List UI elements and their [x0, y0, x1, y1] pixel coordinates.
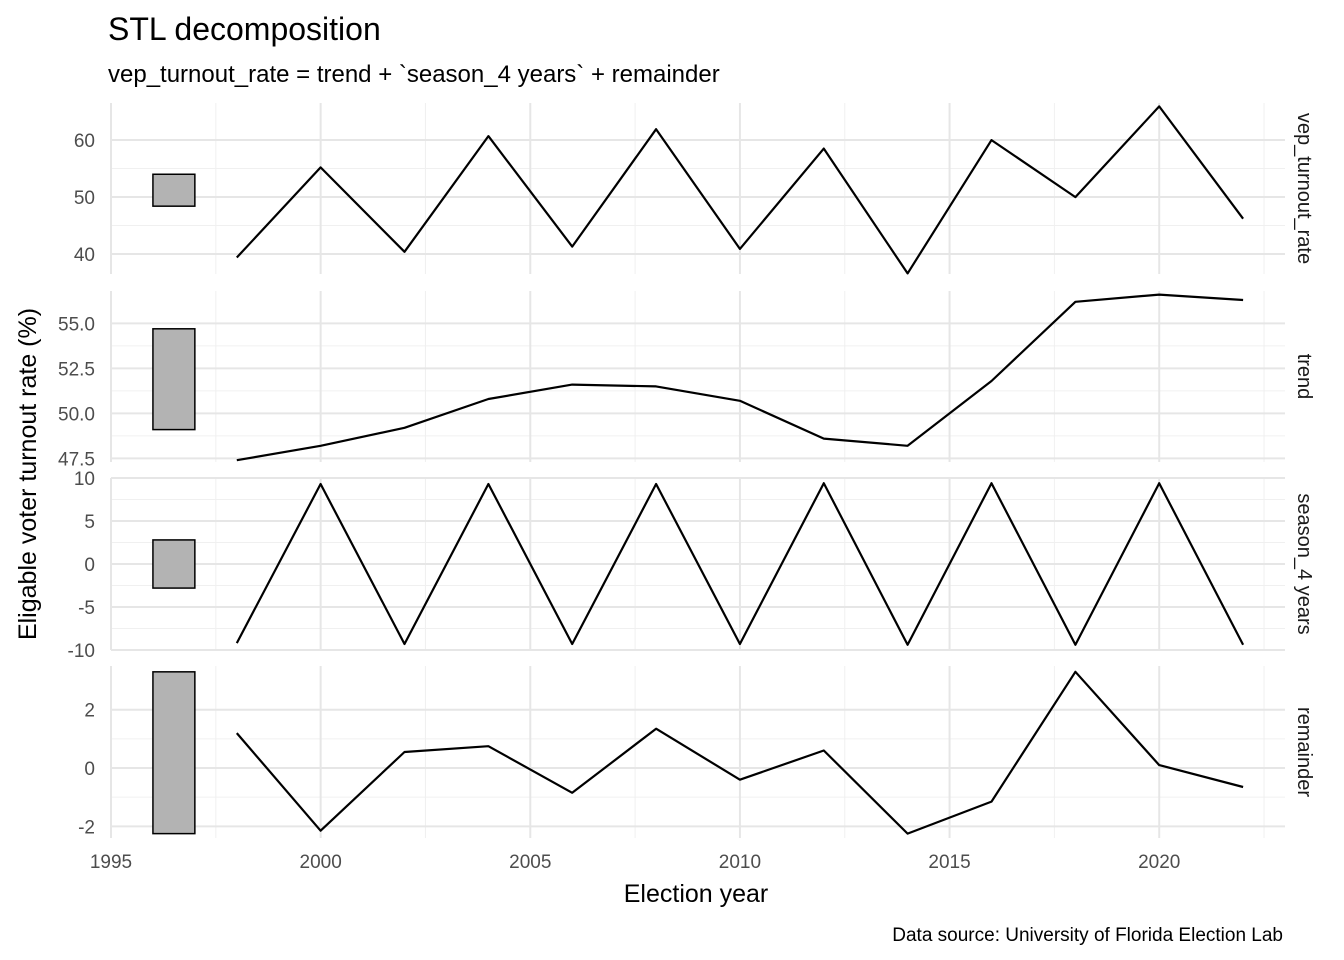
strip-label: season_4 years	[1293, 493, 1315, 634]
x-tick-label: 1995	[90, 852, 132, 873]
scale-bar	[152, 539, 196, 589]
scale-bar	[152, 671, 196, 835]
y-tick-label: 47.5	[58, 449, 95, 470]
x-tick-label: 2010	[719, 852, 761, 873]
y-axis-title: Eligable voter turnout rate (%)	[14, 308, 42, 640]
y-tick-label: 52.5	[58, 359, 95, 380]
chart-subtitle: vep_turnout_rate = trend + `season_4 yea…	[108, 61, 720, 88]
y-tick-label: 50	[74, 188, 95, 209]
y-tick-label: -10	[68, 641, 95, 662]
x-axis: 1995 2000 2005 2010 2015 2020	[90, 852, 1180, 873]
x-axis-title: Election year	[624, 880, 769, 908]
y-tick-label: 0	[84, 759, 95, 780]
y-tick-label: 40	[74, 245, 95, 266]
strip-label: trend	[1293, 354, 1315, 400]
chart-caption: Data source: University of Florida Elect…	[892, 925, 1283, 946]
series-line-season-4-years	[235, 482, 1245, 646]
series-line-vep-turnout-rate	[235, 105, 1244, 275]
panel-season-4-years: -10 -5 0 5 10 season_4 years	[68, 469, 1315, 662]
y-tick-label: -2	[78, 817, 95, 838]
panel-remainder: -2 0 2 remainder	[78, 666, 1315, 838]
y-tick-label: 2	[84, 701, 95, 722]
y-tick-label: 10	[74, 469, 95, 490]
panel-trend: 47.5 50.0 52.5 55.0 trend	[58, 291, 1315, 470]
scale-bar	[152, 173, 196, 207]
panel-vep-turnout-rate: 40 50 60 vep_turnout_rate	[74, 103, 1315, 275]
strip-label: remainder	[1293, 707, 1315, 797]
scale-bar	[152, 328, 196, 431]
series-line-remainder	[235, 670, 1244, 835]
y-tick-label: 60	[74, 131, 95, 152]
y-tick-label: 0	[84, 555, 95, 576]
chart-title: STL decomposition	[108, 11, 381, 47]
x-tick-label: 2015	[928, 852, 970, 873]
series-line-trend	[236, 293, 1244, 462]
x-tick-label: 2020	[1138, 852, 1180, 873]
y-tick-label: 55.0	[58, 314, 95, 335]
x-tick-label: 2005	[509, 852, 551, 873]
y-tick-label: 50.0	[58, 404, 95, 425]
y-tick-label: -5	[78, 598, 95, 619]
x-tick-label: 2000	[300, 852, 342, 873]
y-tick-label: 5	[84, 512, 95, 533]
strip-label: vep_turnout_rate	[1293, 113, 1315, 264]
